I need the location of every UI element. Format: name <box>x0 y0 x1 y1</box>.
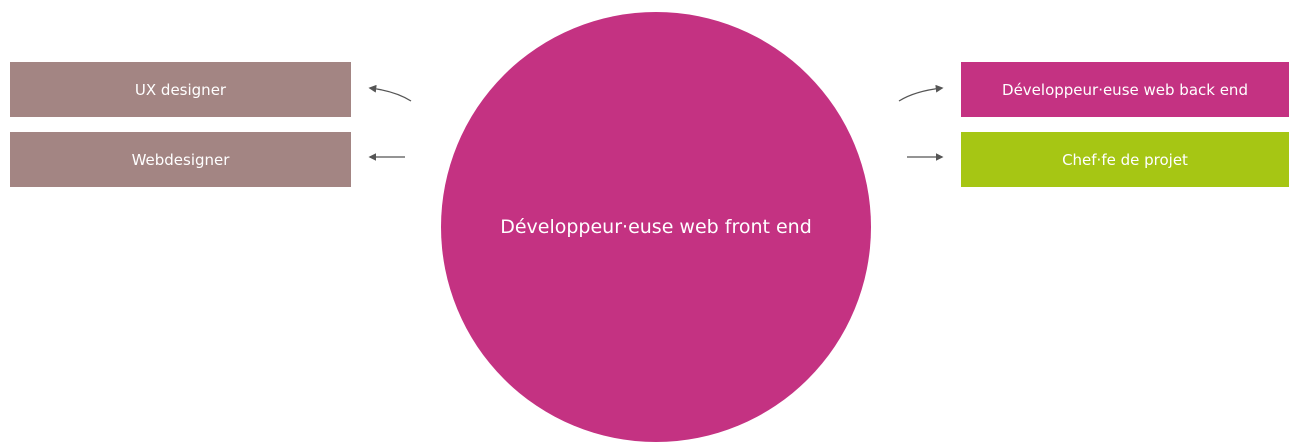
box-webdesigner-label: Webdesigner <box>131 150 230 169</box>
box-chef-de-projet-label: Chef·fe de projet <box>1062 150 1188 169</box>
arrow-to-back-end <box>898 84 944 102</box>
box-ux-designer: UX designer <box>10 62 351 117</box>
box-chef-de-projet: Chef·fe de projet <box>961 132 1289 187</box>
center-circle: Développeur·euse web front end <box>441 12 871 442</box>
box-back-end-developer-label: Développeur·euse web back end <box>1002 80 1248 99</box>
box-webdesigner: Webdesigner <box>10 132 351 187</box>
arrow-to-ux-designer <box>368 84 412 102</box>
box-ux-designer-label: UX designer <box>134 80 227 99</box>
center-circle-label: Développeur·euse web front end <box>500 216 812 238</box>
box-back-end-developer: Développeur·euse web back end <box>961 62 1289 117</box>
